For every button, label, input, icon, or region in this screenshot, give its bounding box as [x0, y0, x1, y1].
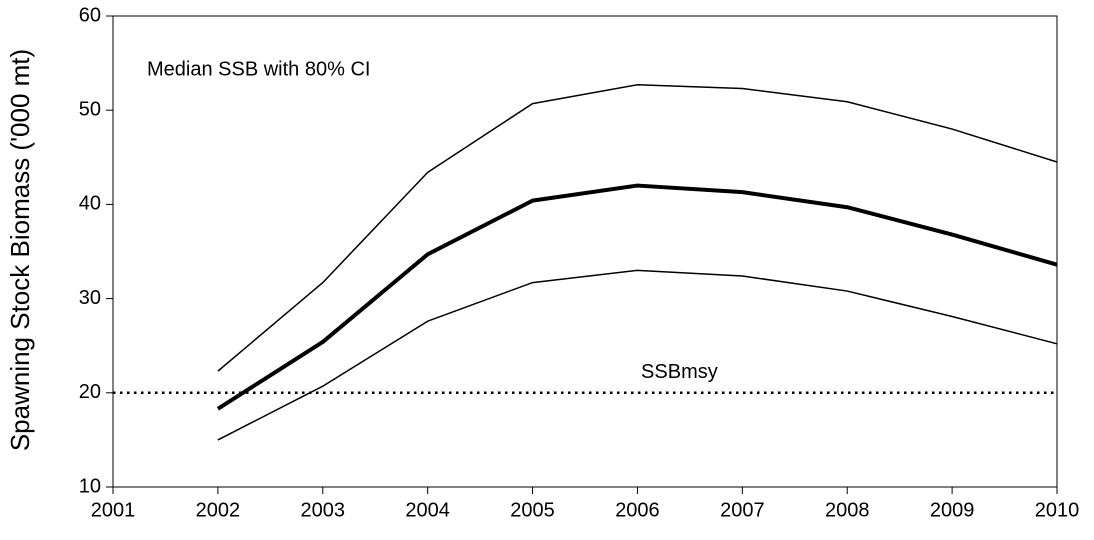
y-tick-label: 20: [79, 381, 101, 403]
y-tick-label: 40: [79, 193, 101, 215]
y-tick-label: 30: [79, 287, 101, 309]
x-tick-label: 2003: [301, 499, 346, 521]
x-tick-label: 2009: [930, 499, 975, 521]
x-tick-label: 2005: [510, 499, 555, 521]
x-tick-label: 2004: [405, 499, 450, 521]
x-tick-label: 2006: [615, 499, 660, 521]
reference-label: SSBmsy: [641, 361, 718, 383]
annotation: Median SSB with 80% CI: [147, 58, 370, 80]
y-tick-label: 50: [79, 98, 101, 120]
y-tick-label: 10: [79, 475, 101, 497]
x-tick-label: 2001: [91, 499, 136, 521]
series-line: [217, 84, 1058, 372]
y-axis-label: Spawning Stock Biomass ('000 mt): [5, 49, 35, 451]
x-tick-label: 2007: [720, 499, 765, 521]
x-tick-label: 2008: [825, 499, 870, 521]
series-line: [216, 183, 1058, 411]
y-tick-label: 60: [79, 4, 101, 26]
x-tick-label: 2010: [1035, 499, 1080, 521]
x-tick-label: 2002: [196, 499, 241, 521]
plot-frame: [112, 15, 1058, 488]
series-line: [217, 269, 1058, 441]
